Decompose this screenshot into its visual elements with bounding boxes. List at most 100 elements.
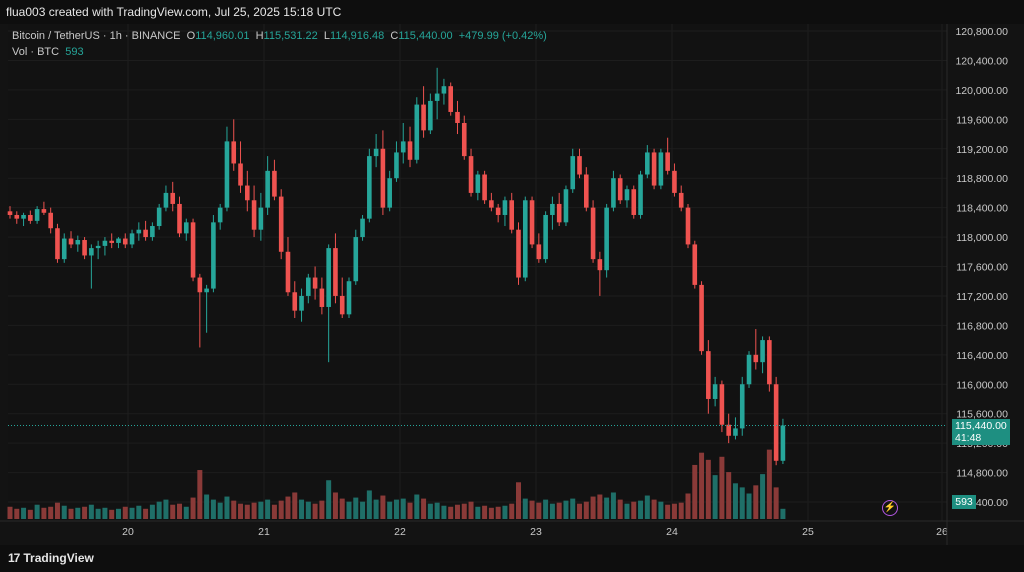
candle-body	[292, 292, 298, 311]
candle-body	[150, 226, 155, 238]
candle-body	[380, 148, 386, 208]
candle-body	[75, 240, 81, 245]
volume-bar	[244, 504, 250, 519]
candle-body	[489, 200, 494, 208]
candle-body	[224, 141, 230, 208]
candle-body	[102, 240, 108, 246]
candle-body	[278, 196, 284, 252]
candle-body	[21, 214, 26, 219]
candle-body	[48, 212, 53, 229]
candle-body	[183, 222, 189, 234]
volume-bar	[502, 505, 508, 519]
candle-body	[529, 200, 535, 245]
candle-body	[611, 178, 616, 208]
low-label: L	[323, 30, 331, 42]
candle-body	[265, 170, 270, 208]
volume-bar	[7, 506, 13, 519]
time-axis: 20 21 22 23 24 25 26	[122, 526, 948, 538]
candle-body	[400, 141, 406, 153]
volume-bar	[204, 494, 210, 519]
candle-body	[753, 354, 759, 363]
candle-body	[597, 259, 603, 271]
tradingview-logo-icon: 17	[8, 551, 20, 565]
volume-bar	[604, 497, 610, 519]
volume-bar	[95, 508, 101, 519]
candle-body	[773, 384, 779, 461]
symbol-label[interactable]: Bitcoin / TetherUS · 1h · BINANCE	[12, 30, 181, 42]
low-value: 114,916.48	[330, 30, 385, 42]
volume-bar	[536, 502, 542, 519]
volume-bar	[570, 498, 576, 519]
volume-bar	[163, 499, 169, 519]
y-tick-label: 117,200.00	[956, 291, 1008, 303]
volume-bar	[631, 501, 637, 519]
candle-body	[746, 354, 752, 385]
volume-bar	[34, 504, 40, 519]
volume-bar	[638, 500, 644, 519]
close-value: 115,440.00	[398, 30, 453, 42]
y-tick-label: 116,400.00	[956, 350, 1008, 362]
volume-bar	[766, 449, 772, 519]
candle-body	[109, 240, 114, 243]
volume-bar	[109, 509, 115, 519]
candle-body	[448, 86, 453, 112]
chart-legend: Bitcoin / TetherUS · 1h · BINANCE O114,9…	[12, 28, 547, 60]
candle-body	[522, 200, 528, 278]
y-tick-label: 115,600.00	[956, 409, 1008, 421]
candle-body	[543, 214, 548, 260]
candle-body	[258, 207, 264, 230]
volume-bar	[75, 507, 81, 519]
candle-body	[638, 174, 643, 215]
volume-bar	[380, 495, 386, 519]
y-tick-label: 120,400.00	[955, 55, 1008, 67]
volume-bar	[516, 482, 521, 519]
volume-bar	[454, 504, 460, 519]
candle-body	[658, 152, 664, 186]
candle-body	[678, 192, 684, 208]
lightning-icon[interactable]: ⚡	[882, 500, 898, 516]
volume-bar	[421, 498, 427, 519]
y-tick-label: 118,800.00	[956, 173, 1008, 185]
x-tick-label: 22	[394, 526, 406, 538]
volume-bar	[115, 508, 121, 519]
tradingview-logo[interactable]: 17 TradingView	[8, 551, 94, 565]
volume-bar	[441, 505, 447, 519]
volume-bar	[482, 505, 488, 519]
candle-body	[61, 238, 67, 260]
logo-text: TradingView	[23, 551, 94, 565]
volume-bar	[122, 506, 128, 519]
volume-bar	[577, 503, 583, 519]
candle-body	[346, 281, 352, 315]
candle-body	[306, 277, 311, 296]
volume-bar	[21, 507, 27, 519]
candle-body	[68, 238, 74, 245]
attribution-text: flua003 created with TradingView.com, Ju…	[6, 5, 342, 19]
candle-body	[509, 200, 515, 230]
volume-bar	[48, 506, 54, 519]
candle-body	[116, 238, 121, 243]
y-tick-label: 118,000.00	[956, 232, 1008, 244]
volume-bar	[14, 508, 20, 519]
candle-body	[631, 189, 637, 215]
candle-body	[699, 284, 704, 352]
volume-label[interactable]: Vol · BTC	[12, 46, 60, 58]
volume-bar	[732, 483, 738, 519]
volume-bar	[360, 501, 366, 519]
candle-body	[394, 152, 399, 179]
volume-bar	[393, 499, 399, 519]
candle-body	[129, 233, 135, 245]
candle-body	[312, 277, 318, 289]
candle-body	[231, 141, 237, 164]
footer-bar: 17 TradingView	[0, 545, 1024, 572]
candle-body	[55, 228, 60, 260]
volume-bar	[292, 492, 298, 519]
last-price-tag: 115,440.00 41:48	[952, 419, 1010, 445]
volume-bar	[543, 499, 549, 519]
chart-plot-area[interactable]	[8, 24, 947, 521]
candle-body	[455, 111, 460, 123]
high-label: H	[255, 30, 264, 42]
candle-body	[387, 178, 392, 208]
volume-bar	[692, 464, 698, 519]
volume-bar	[671, 503, 677, 519]
